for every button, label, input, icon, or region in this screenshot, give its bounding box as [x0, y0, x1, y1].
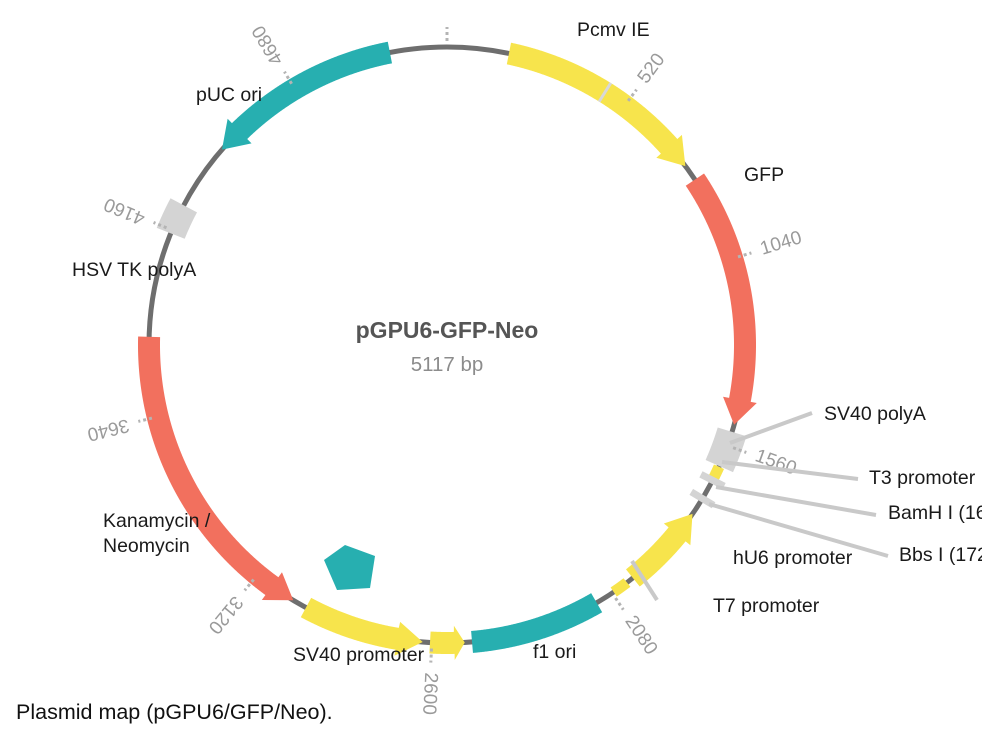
leader-t3-promoter: [721, 460, 859, 481]
feature-puc-ori: [221, 41, 393, 150]
feature-pcmv-ie: [506, 42, 686, 167]
tick-mark-1040: [737, 251, 752, 259]
tick-label-4160: 4160: [101, 193, 148, 229]
tick-label-3120: 3120: [204, 592, 247, 638]
feature-unlabeled-small-arrow: [429, 625, 465, 661]
pentagon-feature-icon: [324, 545, 375, 590]
feature-label-puc-ori: pUC ori: [196, 84, 262, 106]
tick-label-3640: 3640: [85, 414, 131, 445]
feature-label-sv40-promoter: SV40 promoter: [293, 644, 425, 666]
feature-label-sv40-polya: SV40 polyA: [824, 403, 926, 425]
feature-text-labels-layer: pUC ori Pcmv IE GFP HSV TK polyA SV40 polyA T…: [72, 19, 982, 666]
feature-gfp: [685, 173, 757, 425]
plasmid-name: pGPU6-GFP-Neo: [356, 317, 539, 343]
tick-mark-2600: [429, 648, 434, 663]
tick-mark-4680: [283, 70, 293, 85]
leader-sv40-polya: [729, 411, 813, 445]
tick-label-520: 520: [634, 50, 670, 88]
feature-kanamycin-neomycin: [138, 336, 294, 601]
tick-label-1560: 1560: [752, 446, 799, 480]
feature-label-t3-promoter: T3 promoter: [869, 467, 976, 489]
feature-label-pcmv-ie: Pcmv IE: [577, 19, 650, 41]
plasmid-size: 5117 bp: [411, 353, 484, 376]
tick-label-2600: 2600: [418, 672, 441, 715]
feature-label-kanamycin-neomycin: Kanamycin / Neomycin: [103, 510, 211, 557]
feature-arcs-layer: [138, 41, 757, 661]
feature-hu6-promoter: [626, 513, 693, 587]
leader-lines-layer: [630, 411, 889, 602]
feature-sv40-promoter: [300, 597, 423, 656]
pcmv-ie-divider: [597, 82, 613, 103]
figure-caption: Plasmid map (pGPU6/GFP/Neo).: [16, 700, 333, 724]
feature-label-hsv-tk-polya: HSV TK polyA: [72, 259, 196, 281]
feature-f1-ori: [471, 593, 603, 653]
tick-label-4680: 4680: [248, 22, 288, 69]
tick-label-2080: 2080: [620, 612, 661, 659]
leader-bbsi: [708, 502, 889, 558]
feature-label-t7-promoter: T7 promoter: [713, 595, 820, 617]
leader-t7-promoter: [630, 559, 659, 602]
tick-mark-520: [626, 88, 638, 102]
leader-bamhi: [715, 485, 877, 517]
tick-mark-3120: [243, 578, 255, 592]
feature-label-bbs-i-1720: Bbs I (1720): [899, 544, 982, 566]
feature-label-gfp: GFP: [744, 164, 784, 186]
feature-label-hu6-promoter: hU6 promoter: [733, 547, 853, 569]
feature-label-f1-ori: f1 ori: [533, 641, 576, 663]
restriction-site-bamh-i: [699, 471, 726, 490]
tick-label-1040: 1040: [758, 227, 805, 259]
feature-label-bamh-i-1663: BamH I (1663): [888, 502, 982, 524]
tick-mark-4160: [152, 221, 168, 230]
tick-mark-3640: [137, 416, 153, 423]
feature-hsv-tk-polya: [156, 198, 198, 239]
tick-mark-1560: [732, 446, 747, 454]
tick-mark-2080: [614, 597, 625, 611]
feature-t7-promoter: [610, 578, 631, 597]
